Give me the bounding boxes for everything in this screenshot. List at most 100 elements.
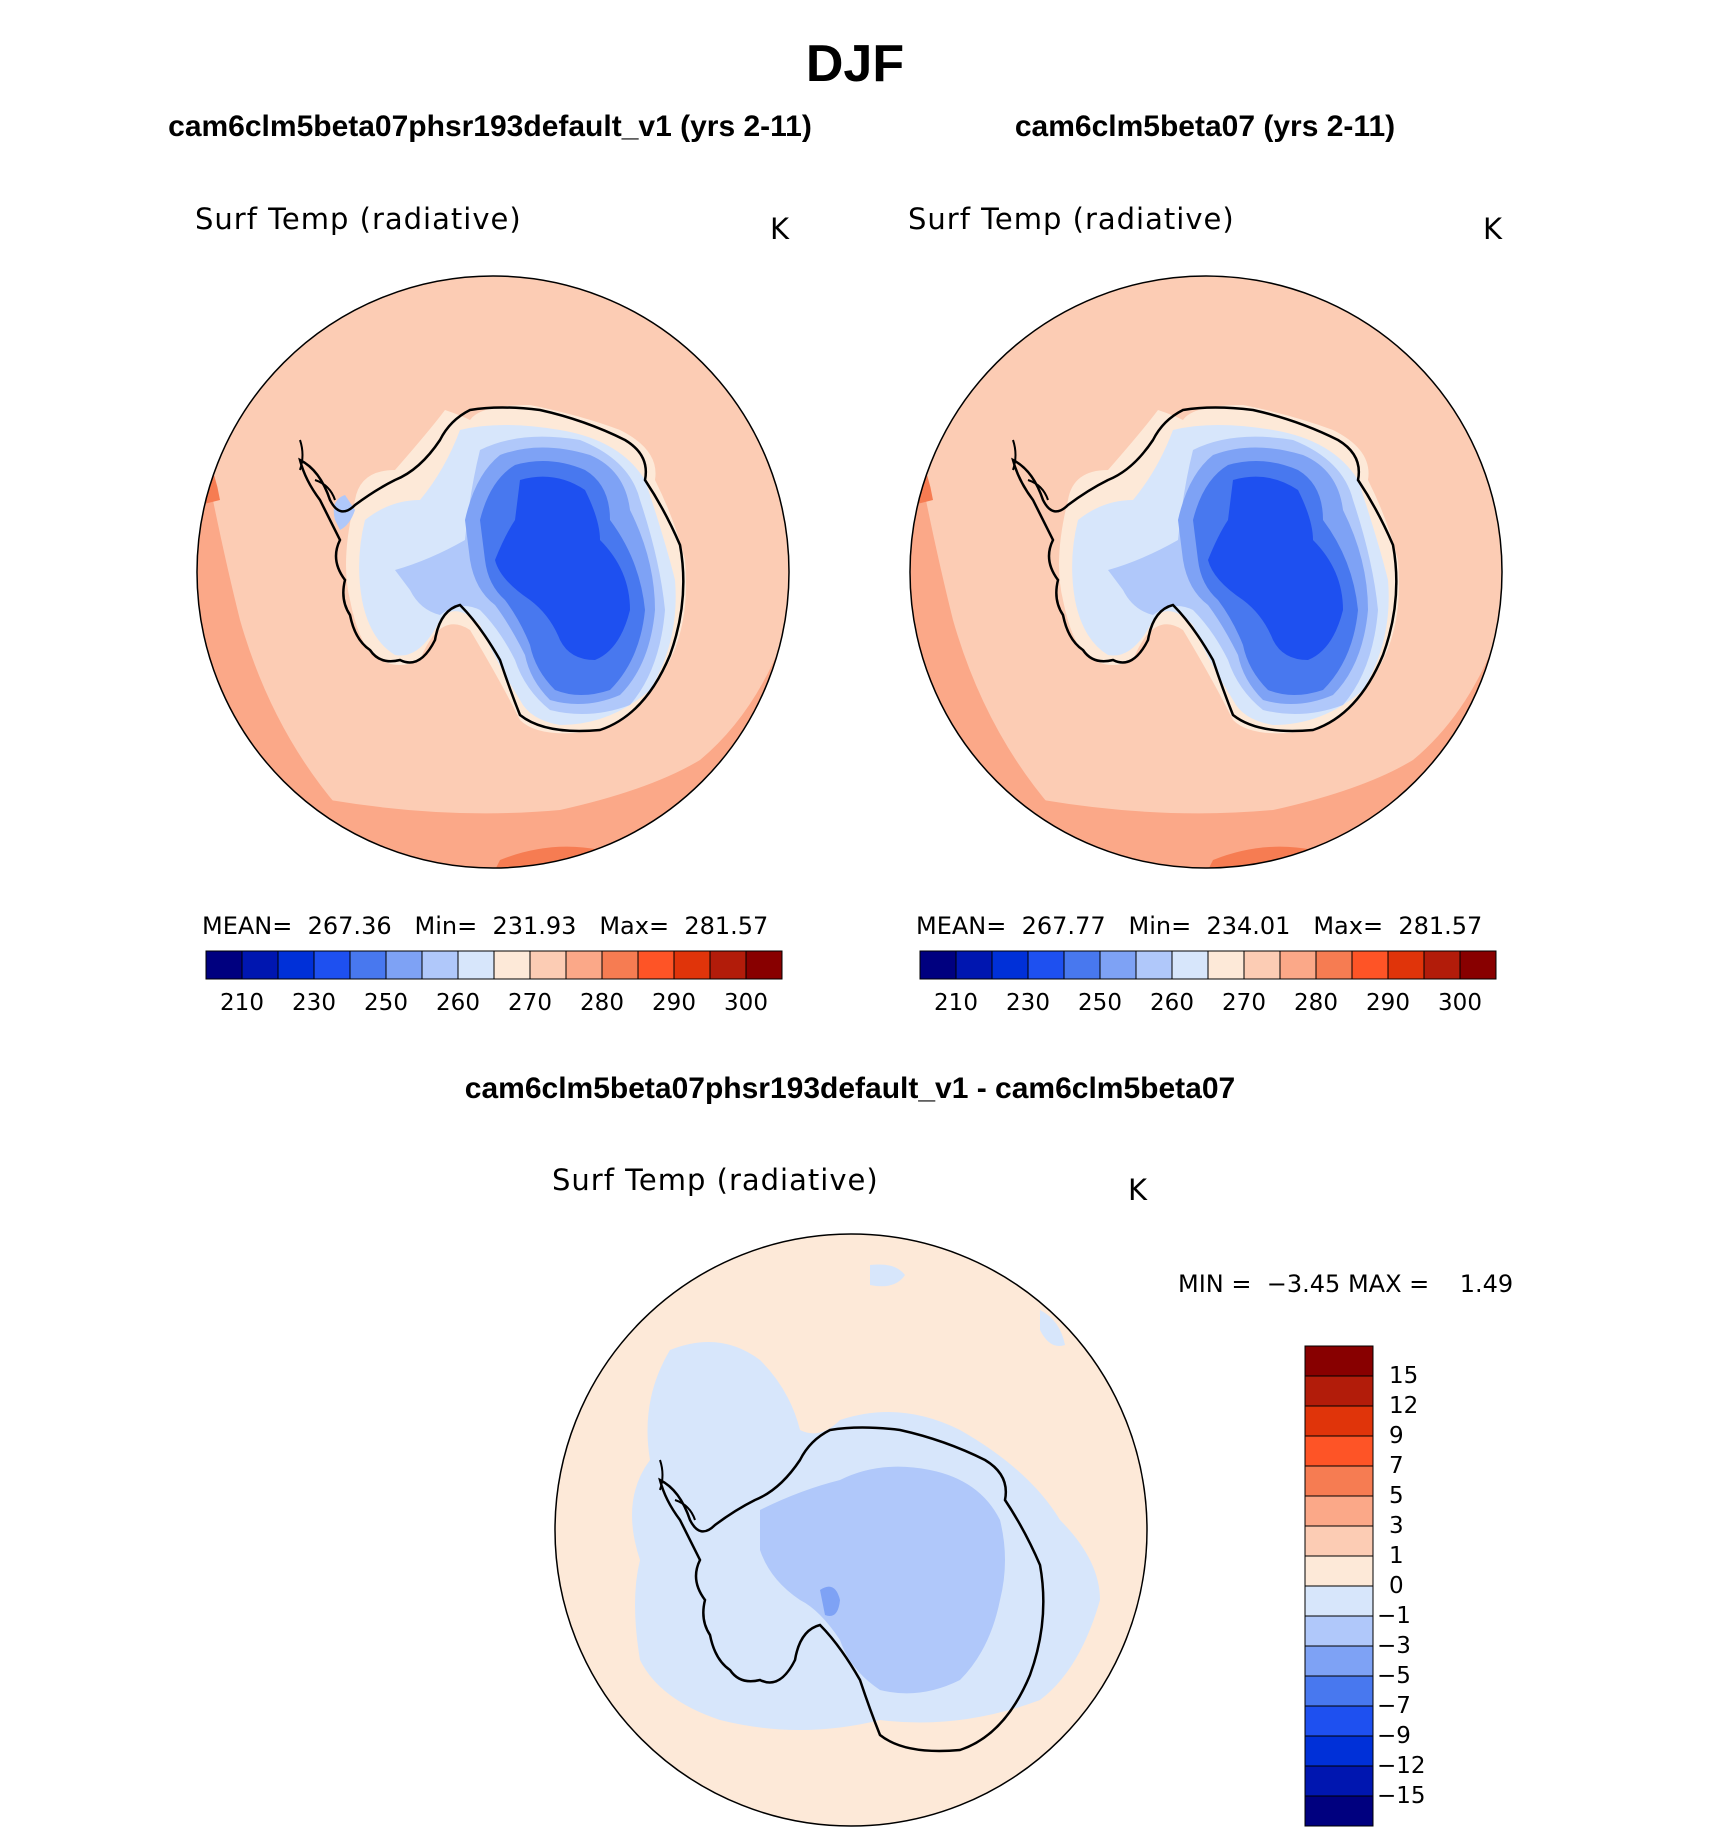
mean-value: 267.77 [1021,912,1106,940]
colorbar-swatch [565,950,603,980]
warm-spot-west [200,440,220,505]
colorbar-tick-label: −12 [1377,1753,1426,1779]
colorbar-tick-label: 3 [1389,1513,1404,1539]
diff-variable-label: Surf Temp (radiative) [552,1163,879,1197]
colorbar-tick-label: 260 [436,990,480,1016]
colorbar-swatch [277,950,315,980]
colorbar-tick-label: 250 [364,990,408,1016]
colorbar-swatch [1304,1615,1374,1647]
colorbar-swatch [1135,950,1173,980]
colorbar-swatch [1304,1675,1374,1707]
colorbar-tick-label: 300 [1438,990,1482,1016]
panel-1-colorbar-ticks: 210 230 250 260 270 280 290 300 [206,990,782,1020]
panel-2-units-label: K [1483,212,1504,246]
colorbar-swatch [1279,950,1317,980]
colorbar-tick-label: −1 [1377,1603,1411,1629]
min-value: −3.45 [1266,1270,1341,1298]
warm-band-south [1043,620,1502,868]
max-label: Max= [1313,912,1384,940]
colorbar-swatch [1304,1735,1374,1767]
antarctica-ring-4 [480,461,645,695]
max-value: 281.57 [684,912,769,940]
cooling-spot [820,1586,840,1616]
warm-spot-west [913,440,933,505]
max-label: MAX = [1347,1270,1430,1298]
colorbar-swatch [1387,950,1425,980]
colorbar-swatch [205,950,243,980]
min-label: MIN = [1178,1270,1252,1298]
diff-units-label: K [1128,1173,1149,1207]
warm-band-west [197,380,380,868]
colorbar-swatch [241,950,279,980]
colorbar-swatch [1304,1645,1374,1677]
colorbar-tick-label: −5 [1377,1663,1411,1689]
min-label: Min= [414,912,478,940]
mean-label: MEAN= [916,912,1007,940]
panel-1-colorbar [205,950,783,980]
figure-title: DJF [805,35,905,93]
mean-label: MEAN= [202,912,293,940]
antarctica-ring-3 [1178,447,1368,704]
colorbar-tick-label: 0 [1389,1573,1404,1599]
colorbar-tick-label: 210 [220,990,264,1016]
colorbar-tick-label: 270 [1222,990,1266,1016]
antarctica-ring-3 [465,447,655,704]
panel-2-colorbar [919,950,1497,980]
antarctica-coastline [298,406,685,733]
cooling-region-outer [632,1342,1100,1730]
colorbar-swatch [1243,950,1281,980]
antarctica-ring-4 [1193,461,1358,695]
colorbar-swatch [1304,1405,1374,1437]
colorbar-swatch [349,950,387,980]
antarctica-ring-1 [359,425,676,725]
diff-panel-title: cam6clm5beta07phsr193default_v1 - cam6cl… [464,1072,1236,1105]
mean-value: 267.36 [307,912,392,940]
colorbar-swatch [529,950,567,980]
ocean-fill [197,276,789,868]
colorbar-swatch [1423,950,1461,980]
panel-1-units-label: K [770,212,791,246]
colorbar-tick-label: 5 [1389,1483,1404,1509]
colorbar-tick-label: 1 [1389,1543,1404,1569]
colorbar-swatch [1304,1795,1374,1827]
warm-spot-south [1203,846,1323,868]
antarctica-core [495,476,630,660]
panel-2-variable-label: Surf Temp (radiative) [908,202,1235,236]
colorbar-tick-label: 290 [1366,990,1410,1016]
warm-band-west [910,380,1093,868]
colorbar-tick-label: 280 [580,990,624,1016]
colorbar-tick-label: 250 [1078,990,1122,1016]
max-value: 281.57 [1398,912,1483,940]
colorbar-swatch [1099,950,1137,980]
colorbar-swatch [1304,1765,1374,1797]
max-label: Max= [599,912,670,940]
colorbar-swatch [1304,1585,1374,1617]
cooling-patch-northeast [1040,1310,1065,1346]
antarctica-outer [346,405,686,734]
warm-band-south [330,620,789,868]
diff-colorbar [1304,1345,1374,1827]
diff-map-border [554,1233,1148,1827]
colorbar-swatch [673,950,711,980]
panel-2-map-border [909,275,1503,869]
colorbar-tick-label: 300 [724,990,768,1016]
colorbar-tick-label: −3 [1377,1633,1411,1659]
warm-band-northeast [720,276,789,420]
min-value: 231.93 [492,912,577,940]
cooling-patch-north [870,1264,905,1287]
colorbar-swatch [1351,950,1389,980]
cooling-region-inner [760,1466,1005,1694]
colorbar-swatch [1171,950,1209,980]
antarctica-core [1208,476,1343,660]
warm-band-northeast [1433,276,1502,420]
antarctica-coastline [1011,406,1398,733]
peninsula-coast-detail [659,1459,696,1521]
panel-1-variable-label: Surf Temp (radiative) [195,202,522,236]
colorbar-swatch [955,950,993,980]
colorbar-swatch [919,950,957,980]
panel-1-map-border [196,275,790,869]
colorbar-swatch [421,950,459,980]
panel-2-stats: MEAN= 267.77 Min= 234.01 Max= 281.57 [916,912,1482,940]
colorbar-swatch [457,950,495,980]
antarctica-ring-2 [1108,436,1378,714]
